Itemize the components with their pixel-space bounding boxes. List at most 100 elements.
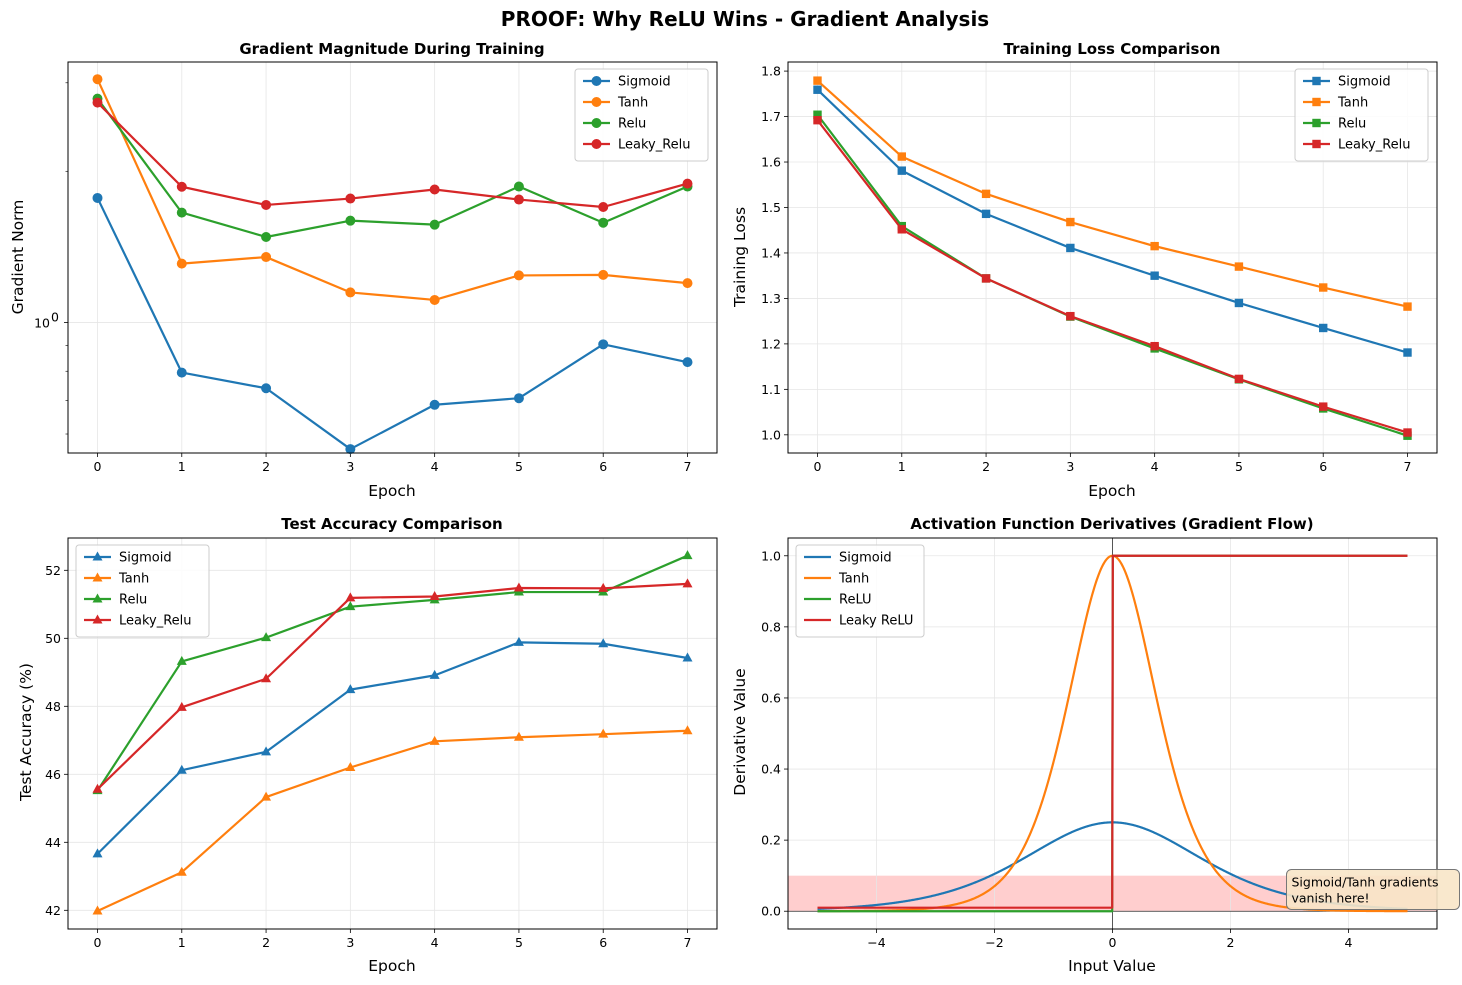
data-point — [176, 207, 187, 218]
series-line — [96, 641, 688, 855]
legend-marker — [591, 76, 602, 86]
data-point — [176, 258, 187, 269]
annotation-box — [1286, 868, 1460, 910]
series-line — [816, 88, 1408, 354]
legend-label: Tanh — [838, 572, 869, 587]
data-point — [813, 85, 822, 94]
data-point — [92, 848, 103, 858]
legend-entry-leaky-relu: Leaky_Relu — [1303, 138, 1411, 153]
x-axis-label: Epoch — [368, 957, 415, 975]
data-point — [345, 215, 356, 226]
panel-title: Activation Function Derivatives (Gradien… — [910, 515, 1313, 533]
legend-label: Sigmoid — [618, 75, 671, 90]
data-point — [1319, 402, 1328, 411]
x-tick-label: 4 — [1345, 935, 1353, 950]
x-tick-label: −2 — [985, 935, 1003, 950]
panel-title: Gradient Magnitude During Training — [239, 40, 544, 58]
data-point — [513, 582, 524, 592]
data-point — [513, 636, 524, 646]
data-point — [682, 357, 693, 368]
curve-leaky-relu — [816, 554, 1409, 909]
series-line — [816, 114, 1408, 437]
legend-label: Relu — [618, 117, 646, 132]
plot-frame — [787, 537, 1438, 930]
data-point — [1234, 262, 1244, 271]
x-tick-label: 7 — [1404, 459, 1412, 474]
test-accuracy-panel: Test Accuracy Comparison Epoch Test Accu… — [17, 515, 718, 975]
series-line — [816, 79, 1408, 308]
ticks: 0 1 2 3 4 5 6 7 42 44 46 48 50 52 — [45, 563, 691, 950]
y-tick-label: 1.0 — [761, 548, 781, 563]
data-point — [92, 97, 103, 108]
y-tick-label: 1.5 — [761, 200, 781, 215]
data-point — [261, 383, 272, 394]
data-point — [1150, 271, 1159, 280]
legend-box — [1294, 68, 1429, 162]
data-point — [176, 181, 187, 192]
y-tick-label: 1.0 — [761, 427, 781, 442]
annotation-text: vanish here! — [1292, 890, 1370, 905]
data-point — [92, 192, 103, 203]
data-point — [1234, 374, 1244, 384]
y-tick-label: 42 — [45, 903, 61, 918]
data-point — [345, 762, 356, 771]
series-tanh — [813, 76, 1412, 311]
x-tick-label: −4 — [867, 935, 885, 950]
data-point — [682, 550, 693, 560]
x-tick-label: 3 — [346, 459, 354, 474]
x-tick-label: 4 — [431, 935, 439, 950]
data-point — [429, 669, 440, 679]
data-point — [429, 294, 440, 305]
legend-label: Leaky_Relu — [618, 138, 691, 153]
series-sigmoid — [92, 192, 693, 455]
data-point — [261, 252, 272, 263]
y-tick-label: 1.2 — [761, 336, 781, 351]
y-tick-label: 10 — [34, 316, 50, 331]
data-point — [176, 655, 187, 665]
legend-label: Leaky ReLU — [839, 614, 913, 629]
data-point — [345, 444, 356, 455]
x-tick-label: 6 — [599, 459, 607, 474]
data-point — [682, 278, 693, 289]
series-tanh — [92, 74, 693, 305]
legend-marker — [92, 572, 103, 582]
x-tick-label: 5 — [1235, 459, 1243, 474]
legend-entry-relu: Relu — [583, 117, 646, 132]
legend-entry-tanh: Tanh — [804, 572, 869, 587]
data-point — [682, 652, 693, 662]
data-point — [981, 189, 991, 199]
data-point — [513, 731, 524, 741]
y-tick-label: 0.0 — [761, 904, 781, 919]
series-leaky-relu — [92, 578, 693, 793]
legend-label: Sigmoid — [1338, 75, 1391, 90]
x-tick-label: 0 — [94, 935, 102, 950]
y-tick-label: 0.6 — [761, 690, 781, 705]
y-axis-label: Derivative Value — [731, 668, 749, 795]
data-point — [1066, 243, 1075, 253]
series-line — [96, 197, 688, 451]
y-tick-label: 0.2 — [761, 833, 781, 848]
data-point — [345, 684, 356, 694]
data-point — [92, 74, 103, 85]
y-tick-label: 48 — [45, 699, 61, 714]
series-group — [813, 76, 1412, 440]
data-point — [598, 638, 609, 648]
data-point — [1403, 348, 1412, 357]
y-tick-label: 0.4 — [761, 762, 781, 777]
legend-entry-tanh: Tanh — [583, 96, 648, 111]
data-point — [682, 578, 693, 588]
legend-marker — [591, 118, 602, 128]
data-point — [682, 725, 693, 735]
x-tick-label: 5 — [515, 935, 523, 950]
legend-label: ReLU — [839, 593, 872, 608]
data-point — [92, 905, 103, 915]
series-group — [92, 74, 693, 455]
annotation-text: Sigmoid/Tanh gradients — [1292, 874, 1439, 889]
series-tanh — [92, 725, 693, 915]
series-line — [96, 101, 688, 209]
y-tick-label: 1.6 — [761, 155, 781, 170]
plot-frame — [67, 537, 718, 930]
x-tick-label: 4 — [431, 459, 439, 474]
y-tick-label: 52 — [45, 563, 61, 578]
data-point — [345, 287, 356, 298]
